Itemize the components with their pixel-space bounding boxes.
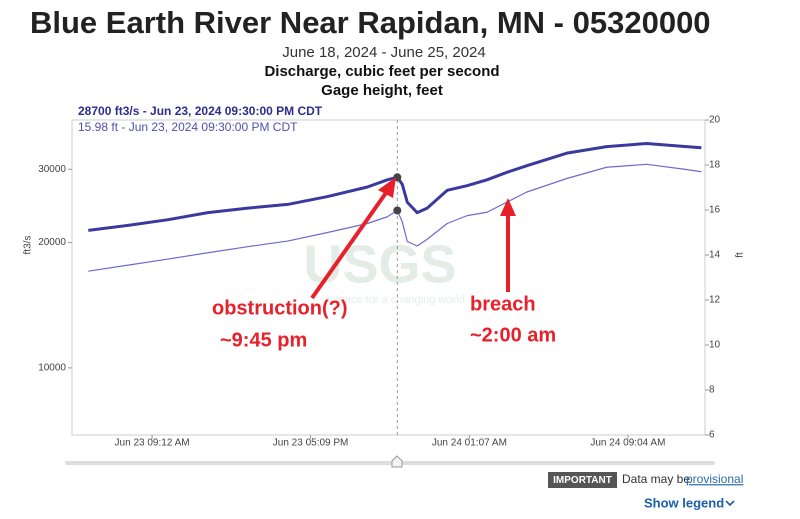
watermark: science for a changing world bbox=[325, 294, 464, 306]
y2-tick-label: 14 bbox=[709, 250, 721, 261]
range-slider[interactable] bbox=[65, 461, 715, 465]
show-legend[interactable]: Show legend bbox=[644, 495, 724, 510]
subtitle: Discharge, cubic feet per second bbox=[264, 63, 499, 80]
annotation: breach bbox=[470, 293, 536, 315]
chart-title: Blue Earth River Near Rapidan, MN - 0532… bbox=[30, 5, 711, 40]
provisional-link[interactable]: provisional bbox=[686, 472, 743, 486]
y2-tick-label: 12 bbox=[709, 295, 721, 306]
y-tick-label: 10000 bbox=[38, 363, 66, 374]
annotation: ~9:45 pm bbox=[220, 329, 307, 351]
date-range: June 18, 2024 - June 25, 2024 bbox=[282, 44, 486, 61]
y2-tick-label: 18 bbox=[709, 160, 721, 171]
x-tick-label: Jun 24 09:04 AM bbox=[590, 438, 665, 449]
chevron[interactable] bbox=[725, 500, 735, 507]
y2-tick-label: 8 bbox=[709, 385, 715, 396]
slider-handle[interactable] bbox=[391, 455, 403, 468]
y2-tick-label: 6 bbox=[709, 430, 715, 441]
x-tick-label: Jun 24 01:07 AM bbox=[432, 438, 507, 449]
y2-tick-label: 20 bbox=[709, 115, 721, 126]
series-line bbox=[88, 163, 702, 272]
note: Data may be bbox=[622, 472, 690, 486]
watermark: USGS bbox=[303, 234, 456, 294]
y2-axis-label: ft bbox=[735, 252, 746, 258]
annotation-arrow bbox=[310, 177, 516, 300]
annotation: ~2:00 am bbox=[470, 324, 556, 346]
plot-frame bbox=[71, 119, 706, 436]
badge-text: IMPORTANT bbox=[553, 475, 612, 486]
y2-tick-label: 10 bbox=[709, 340, 721, 351]
y-axis-label: ft3/s bbox=[23, 236, 34, 255]
y-tick-label: 30000 bbox=[38, 164, 66, 175]
y-tick-label: 20000 bbox=[38, 237, 66, 248]
x-tick-label: Jun 23 05:09 PM bbox=[273, 438, 349, 449]
x-tick-label: Jun 23 09:12 AM bbox=[115, 438, 190, 449]
plot: 10000 20000 30000 6 8 10 12 14 16 18 20 Jun 23 09:1… bbox=[38, 115, 720, 449]
series-line bbox=[88, 141, 702, 232]
y2-tick-label: 16 bbox=[709, 205, 721, 216]
hover-point bbox=[393, 206, 402, 215]
annotation: obstruction(?) bbox=[212, 297, 348, 319]
badge bbox=[548, 472, 617, 488]
tooltip: 28700 ft3/s - Jun 23, 2024 09:30:00 PM C… bbox=[78, 104, 323, 118]
tooltip: 15.98 ft - Jun 23, 2024 09:30:00 PM CDT bbox=[78, 120, 298, 134]
subtitle: Gage height, feet bbox=[321, 82, 443, 99]
